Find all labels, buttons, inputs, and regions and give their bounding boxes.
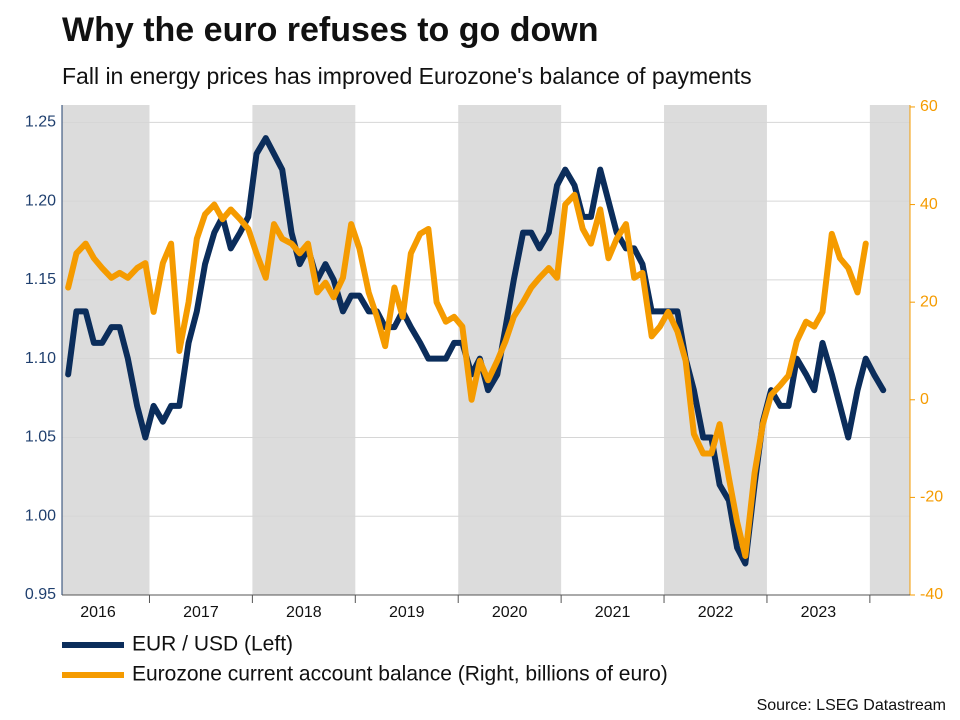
- y2-tick-label: 60: [920, 98, 938, 115]
- lines-layer: [65, 135, 887, 567]
- year-shade: [458, 105, 562, 595]
- x-tick-label: 2016: [80, 604, 116, 621]
- y-tick-label: 0.95: [25, 586, 56, 603]
- x-tick-label: 2019: [389, 604, 425, 621]
- y-tick-label: 1.15: [25, 271, 56, 288]
- y2-tick-label: 20: [920, 293, 938, 310]
- legend-label: Eurozone current account balance (Right,…: [132, 663, 668, 686]
- y2-tick-label: -40: [920, 586, 943, 603]
- x-tick-label: 2020: [492, 604, 528, 621]
- source-note: Source: LSEG Datastream: [757, 697, 946, 714]
- y2-tick-label: 0: [920, 391, 929, 408]
- y-tick-label: 1.05: [25, 429, 56, 446]
- shading-layer: [62, 105, 910, 595]
- chart-subtitle: Fall in energy prices has improved Euroz…: [62, 63, 752, 89]
- chart-title: Why the euro refuses to go down: [62, 11, 598, 49]
- y-tick-label: 1.20: [25, 192, 56, 209]
- x-tick-label: 2018: [286, 604, 322, 621]
- x-tick-label: 2023: [801, 604, 837, 621]
- x-tick-label: 2017: [183, 604, 219, 621]
- year-shade: [252, 105, 356, 595]
- year-shade: [869, 105, 910, 595]
- axes-layer: 0.95 1.00 1.05 1.10 1.15 1.20 1.25 -40 -20 0 20 40 6…: [25, 98, 943, 621]
- x-tick-label: 2022: [698, 604, 734, 621]
- legend-label: EUR / USD (Left): [132, 633, 293, 656]
- y-tick-label: 1.10: [25, 350, 56, 367]
- y2-tick-label: 40: [920, 196, 938, 213]
- y-tick-label: 1.25: [25, 114, 56, 131]
- y-tick-label: 1.00: [25, 507, 56, 524]
- year-shade: [62, 105, 150, 595]
- y2-tick-label: -20: [920, 489, 943, 506]
- series-line: [65, 191, 869, 559]
- x-tick-label: 2021: [595, 604, 631, 621]
